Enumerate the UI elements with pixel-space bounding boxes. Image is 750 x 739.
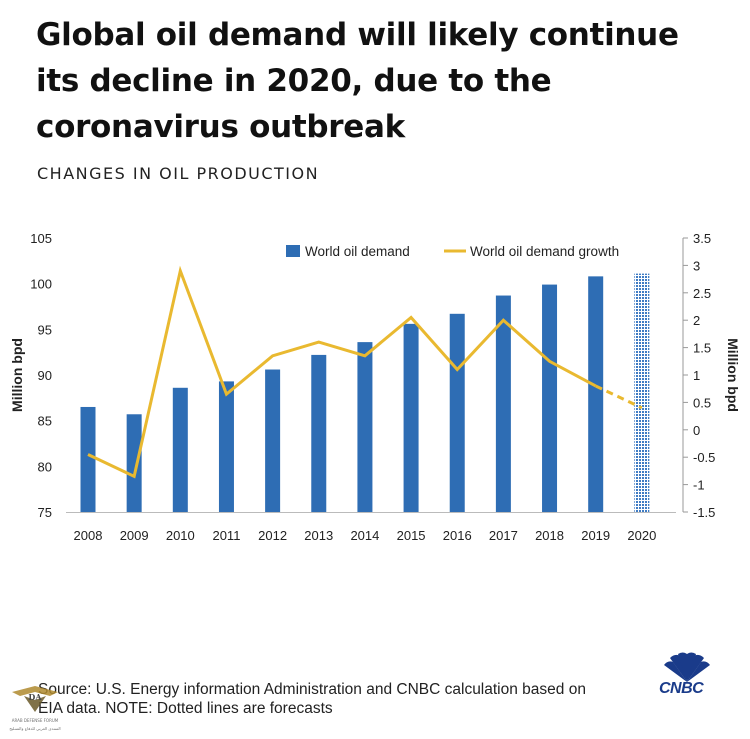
forum-name-en: ARAB DEFENSE FORUM: [11, 718, 59, 723]
x-tick-label: 2015: [397, 528, 426, 543]
left-axis-title: Million bpd: [9, 338, 25, 412]
right-tick-label: 2: [693, 313, 700, 328]
oil-demand-chart: 75 80 85 90 95 100 105 -1.5 -1 -0.5 0 0.5 1 1.5 2 2.5 3 3…: [9, 231, 741, 543]
demand-bar: [265, 369, 281, 512]
demand-bar: [357, 342, 373, 512]
demand-bar: [126, 414, 142, 512]
legend-bar-label: World oil demand: [305, 244, 410, 259]
forum-mark: DA: [28, 692, 42, 702]
left-tick-label: 95: [38, 322, 52, 337]
right-tick-label: 1: [693, 368, 700, 383]
demand-bar: [403, 323, 419, 512]
left-tick-label: 100: [30, 277, 52, 292]
peacock-icon: [664, 652, 710, 682]
chart-subtitle: CHANGES IN OIL PRODUCTION: [37, 164, 320, 183]
legend-line-label: World oil demand growth: [470, 244, 619, 259]
x-tick-label: 2013: [304, 528, 333, 543]
right-tick-label: 2.5: [693, 286, 711, 301]
x-tick-label: 2011: [212, 528, 240, 543]
demand-bar: [218, 381, 234, 512]
forecast-bar: [634, 273, 650, 512]
cnbc-logo: CNBC: [656, 652, 718, 698]
cnbc-wordmark: CNBC: [659, 680, 704, 697]
demand-bar: [495, 295, 511, 512]
x-tick-label: 2012: [258, 528, 287, 543]
right-tick-label: 0: [693, 423, 700, 438]
right-tick-label: -0.5: [693, 450, 715, 465]
right-tick-label: 3.5: [693, 231, 711, 246]
forum-watermark: DA ARAB DEFENSE FORUM المنتدى العربي للد…: [4, 682, 66, 736]
forum-emblem-icon: DA: [12, 686, 58, 712]
source-note: Source: U.S. Energy information Administ…: [38, 680, 658, 718]
x-tick-label: 2008: [74, 528, 103, 543]
source-line-1: Source: U.S. Energy information Administ…: [38, 681, 586, 698]
left-tick-label: 85: [38, 414, 52, 429]
demand-bar: [172, 387, 188, 512]
demand-bar: [80, 406, 96, 512]
growth-line-forecast: [595, 384, 643, 410]
x-tick-label: 2016: [443, 528, 472, 543]
demand-bar: [311, 354, 327, 512]
x-tick-label: 2018: [535, 528, 564, 543]
left-tick-label: 90: [38, 368, 52, 383]
demand-bar: [542, 284, 558, 512]
forum-name-ar: المنتدى العربي للدفاع والتسليح: [9, 726, 61, 731]
x-tick-label: 2017: [489, 528, 518, 543]
source-line-2: EIA data. NOTE: Dotted lines are forecas…: [38, 700, 333, 717]
right-tick-label: -1.5: [693, 505, 715, 520]
demand-bar: [449, 313, 465, 512]
left-tick-label: 80: [38, 459, 52, 474]
right-tick-label: 3: [693, 258, 700, 273]
left-tick-label: 75: [38, 505, 52, 520]
demand-bar: [588, 276, 604, 512]
right-tick-label: 0.5: [693, 395, 711, 410]
x-tick-label: 2010: [166, 528, 195, 543]
right-tick-label: 1.5: [693, 341, 711, 356]
x-tick-label: 2009: [120, 528, 149, 543]
left-tick-label: 105: [30, 231, 52, 246]
right-axis-title: Million bpd: [725, 338, 741, 412]
x-tick-label: 2014: [350, 528, 379, 543]
legend-bar-swatch: [286, 245, 300, 257]
x-tick-label: 2020: [627, 528, 656, 543]
x-tick-label: 2019: [581, 528, 610, 543]
growth-line: [87, 265, 597, 479]
right-tick-label: -1: [693, 478, 705, 493]
chart-title: Global oil demand will likely continue i…: [36, 17, 679, 145]
